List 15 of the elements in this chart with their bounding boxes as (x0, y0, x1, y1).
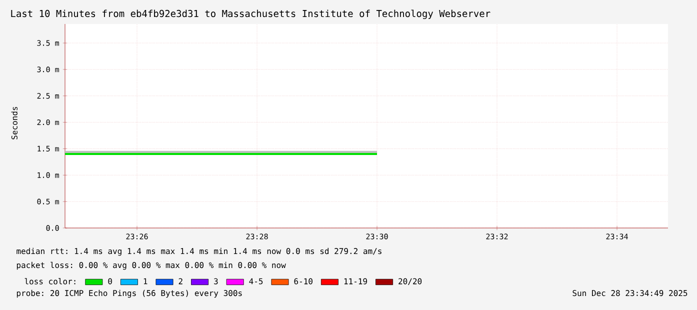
text: probe: 20 ICMP Echo Pings (56 Bytes) every 300s (16, 290, 242, 298)
text: Sun Dec 28 23:34:49 2025 (572, 290, 688, 296)
legend-label: 3 (214, 278, 218, 284)
legend-label: 6-10 (294, 278, 312, 284)
legend-label: 4-5 (249, 278, 263, 284)
text: packet loss: 0.00 % avg 0.00 % max 0.00 % min 0.00 % now (16, 262, 286, 270)
legend-label: 2 (178, 278, 182, 284)
chart-title: Last 10 Minutes from eb4fb92e3d31 to Massachusetts Institute of Technology Webserver (11, 10, 490, 20)
text: median rtt: 1.4 ms avg 1.4 ms max 1.4 ms min 1.4 ms now 0.0 ms sd 279.2 am/s (16, 248, 382, 256)
y-axis-title: Seconds (11, 106, 18, 140)
legend-label: 11-19 (344, 278, 367, 284)
legend-label: 20/20 (398, 278, 422, 285)
legend-title: loss color: (24, 278, 76, 284)
legend-label: 1 (144, 278, 148, 284)
legend-label: 0 (108, 278, 112, 284)
